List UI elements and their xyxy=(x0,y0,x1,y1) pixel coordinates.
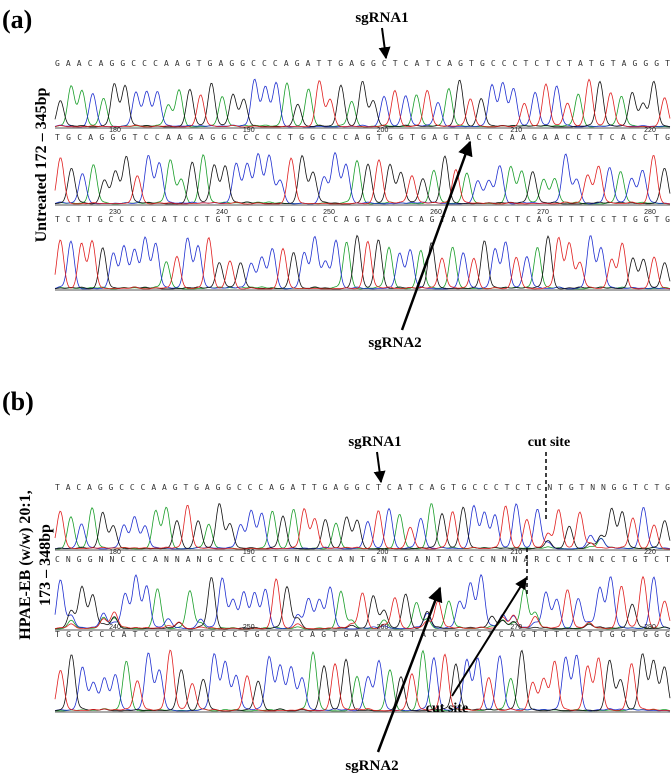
trace xyxy=(54,577,671,630)
sequence: TGCCCCATCCTGTGCCCTGCCCCAGTGACCAGTACTGCCT… xyxy=(55,630,670,639)
position-number: 250 xyxy=(243,624,255,631)
arrow xyxy=(378,27,391,60)
trace xyxy=(54,575,671,630)
position-number: 260 xyxy=(377,624,389,631)
position-number: 220 xyxy=(644,549,656,556)
trace xyxy=(54,236,671,290)
cut-site-label: cut site xyxy=(426,701,468,716)
sequence: GAACAGGCCCAAGTGAGGCCCAGATTGAGGCTCATCAGTG… xyxy=(55,59,670,68)
position-number: 200 xyxy=(377,549,389,556)
trace xyxy=(54,151,671,205)
position-number: 190 xyxy=(243,549,255,556)
trace xyxy=(54,235,671,290)
trace xyxy=(54,503,671,550)
side-label: 173 – 348bp xyxy=(37,524,54,606)
trace xyxy=(54,504,670,550)
position-number: 250 xyxy=(323,209,335,216)
panel-label: (a) xyxy=(2,5,32,34)
trace xyxy=(54,649,671,712)
trace xyxy=(54,155,671,205)
cut-site-label: cut site xyxy=(528,435,570,450)
sgrna2-label: sgRNA2 xyxy=(345,758,398,774)
position-number: 220 xyxy=(644,127,656,134)
sgrna1-label: sgRNA1 xyxy=(355,10,408,26)
arrow xyxy=(376,586,443,753)
position-number: 180 xyxy=(109,127,121,134)
trace xyxy=(54,573,671,630)
position-number: 240 xyxy=(216,209,228,216)
sgrna2-label: sgRNA2 xyxy=(368,335,421,351)
trace xyxy=(54,649,671,712)
side-label: Untreated 172 – 345bp xyxy=(33,87,50,242)
trace xyxy=(54,79,671,128)
arrow xyxy=(400,140,473,331)
sgrna1-label: sgRNA1 xyxy=(348,434,401,450)
position-number: 210 xyxy=(510,127,522,134)
position-number: 190 xyxy=(243,127,255,134)
trace xyxy=(54,78,671,128)
side-label: HPAE-EB (w/w) 20:1, xyxy=(17,490,34,639)
panel-label: (b) xyxy=(2,387,34,416)
sequence: TCTTGCCCCCATCCTGTGCCCTGCCCCAGTGACCAGTACT… xyxy=(55,215,670,224)
position-number: 280 xyxy=(644,624,656,631)
trace xyxy=(54,503,671,550)
trace xyxy=(54,78,671,128)
position-number: 240 xyxy=(109,624,121,631)
position-number: 200 xyxy=(377,127,389,134)
trace xyxy=(54,503,671,550)
trace xyxy=(54,154,671,205)
position-number: 180 xyxy=(109,549,121,556)
arrow xyxy=(451,576,527,697)
arrow xyxy=(373,451,386,484)
position-number: 270 xyxy=(537,209,549,216)
position-number: 210 xyxy=(510,549,522,556)
position-number: 230 xyxy=(109,209,121,216)
position-number: 280 xyxy=(644,209,656,216)
trace xyxy=(55,587,671,630)
position-number: 260 xyxy=(430,209,442,216)
sequence: TGCAGGGTCCAAGAGGCCCCCTGGCCCAGTGGTGAGTACC… xyxy=(55,133,670,142)
trace xyxy=(54,652,670,712)
position-number: 270 xyxy=(510,624,522,631)
sequence: CNGGNNCCCANNANGCCCCCTGNCCCANTGNTGANTACCC… xyxy=(55,555,670,564)
sequence: TACAGGCCCAAGTGAGGCCCAGATTGAGGCTCATCAGTGC… xyxy=(55,483,670,492)
trace xyxy=(54,82,671,128)
